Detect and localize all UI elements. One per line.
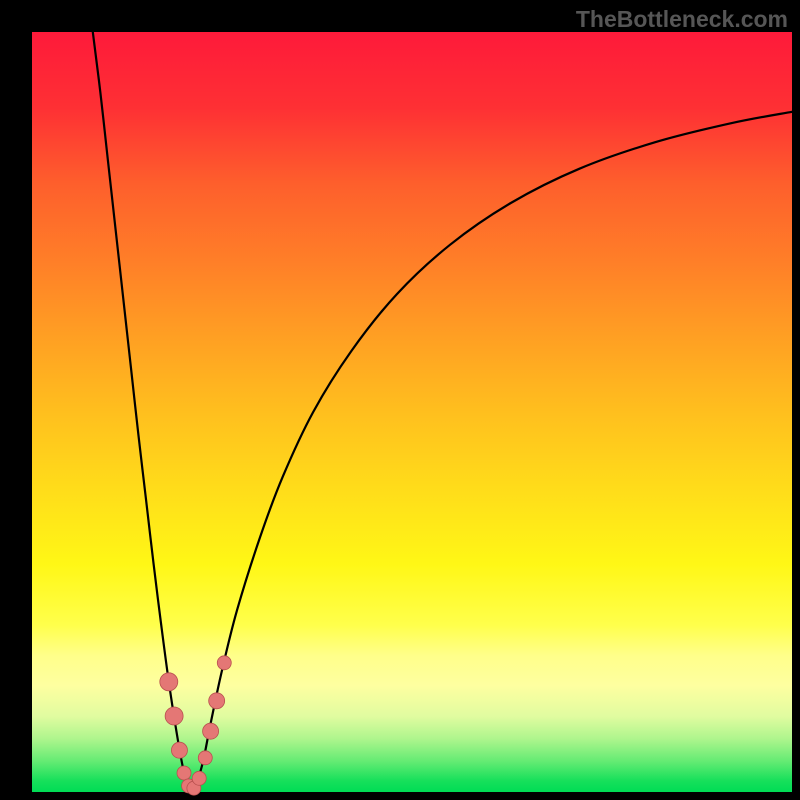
marker-point [198,751,212,765]
marker-point [160,673,178,691]
marker-point [209,693,225,709]
watermark-text: TheBottleneck.com [576,6,788,33]
marker-point [171,742,187,758]
marker-point [203,723,219,739]
plot-background [32,32,792,792]
marker-point [165,707,183,725]
plot-svg [0,0,800,800]
chart-container: TheBottleneck.com [0,0,800,800]
marker-point [192,771,206,785]
marker-point [217,656,231,670]
marker-point [177,766,191,780]
